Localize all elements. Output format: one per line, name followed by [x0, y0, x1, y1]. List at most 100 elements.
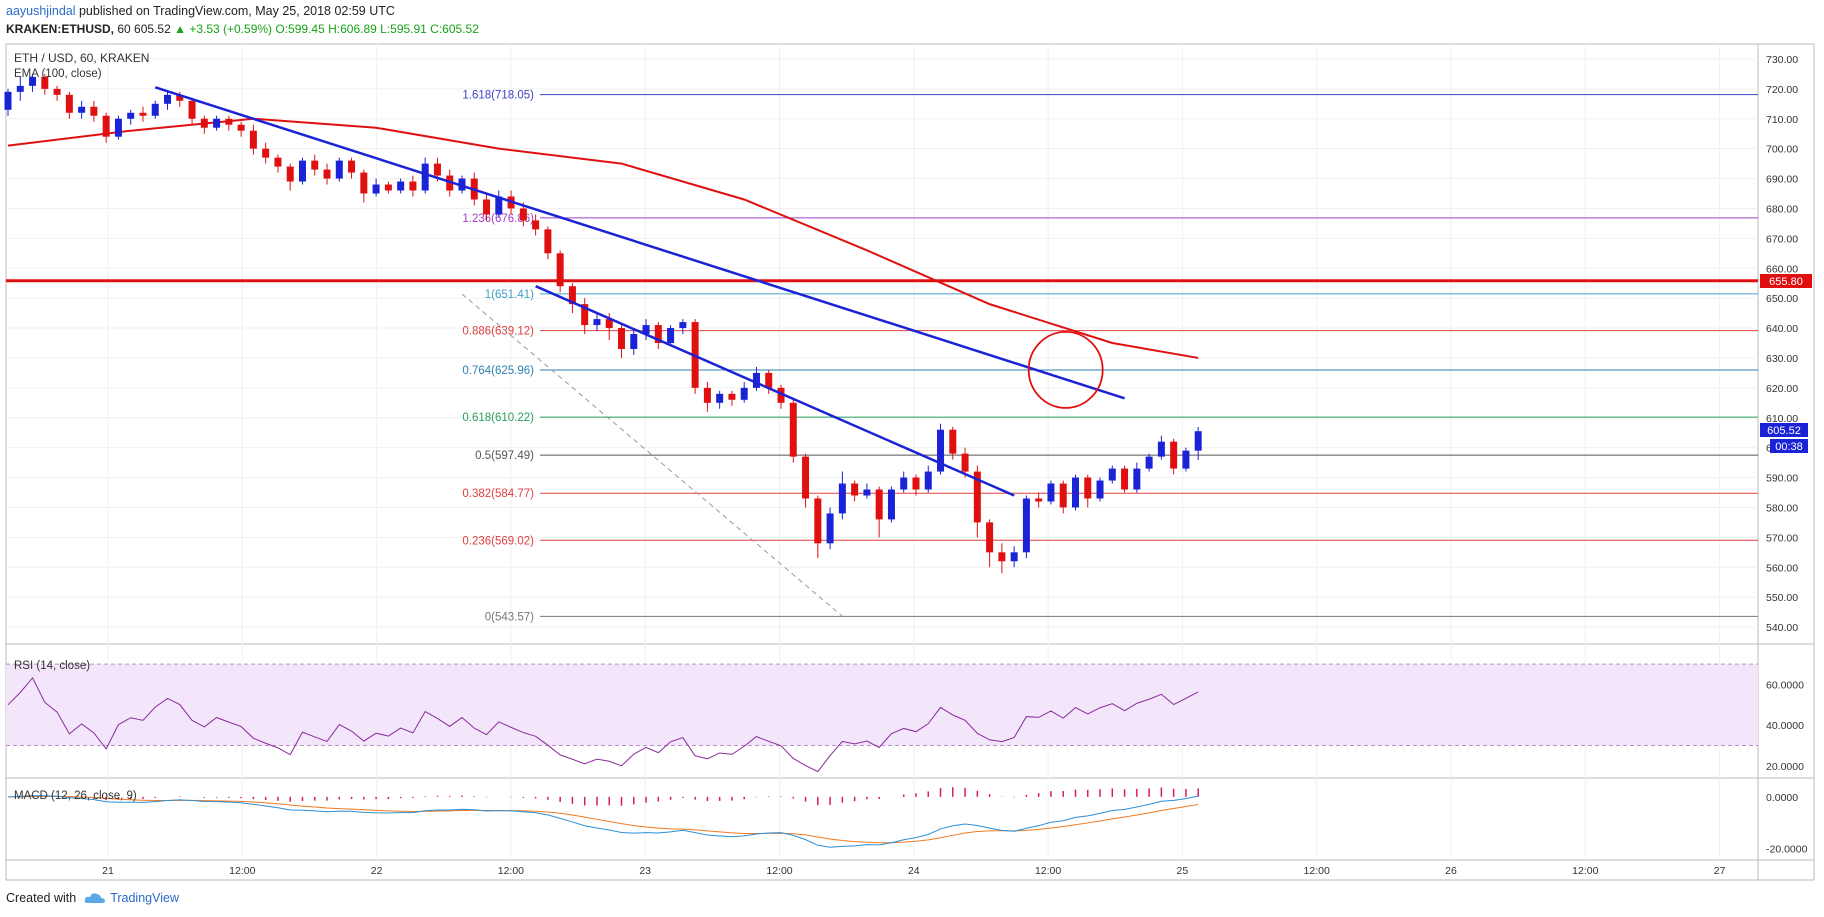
candle-body: [433, 163, 441, 176]
candle-body: [740, 387, 748, 400]
candle-body: [1084, 477, 1092, 499]
candle-body: [421, 163, 429, 191]
y-tick-label: 700.00: [1766, 144, 1798, 156]
candle-body: [863, 489, 871, 496]
fib-level-label: 0.5(597.49): [475, 450, 534, 462]
symbol-price: 605.52: [134, 22, 171, 36]
x-tick-label: 12:00: [229, 865, 255, 877]
x-tick-label: 12:00: [1304, 865, 1330, 877]
y-tick-label: 590.00: [1766, 473, 1798, 485]
candle-body: [937, 429, 945, 472]
candle-body: [814, 498, 822, 544]
candle-body: [1108, 468, 1116, 481]
candle-body: [986, 522, 994, 553]
candle-body: [654, 325, 662, 343]
candle-body: [556, 253, 564, 287]
x-tick-label: 22: [371, 865, 383, 877]
candle-body: [973, 471, 981, 523]
fib-level-label: 0.382(584.77): [462, 488, 534, 500]
resistance-badge-text: 655.80: [1769, 276, 1803, 288]
candle-body: [495, 196, 503, 215]
candle-body: [568, 286, 576, 305]
candle-body: [139, 112, 147, 116]
author-link[interactable]: aayushjindal: [6, 4, 76, 18]
candle-body: [716, 393, 724, 403]
candle-body: [348, 160, 356, 173]
y-tick-label: 670.00: [1766, 233, 1798, 245]
candle-body: [41, 76, 49, 89]
price-chart[interactable]: 1.618(718.05) 1.236(676.86) 1(651.41) 0.886…: [0, 42, 1824, 887]
fib-level-label: 0.764(625.96): [462, 365, 534, 377]
time-axis: 21 12:00 22 12:00 23 12:00 24 12:00 25 12:00 26 12:…: [102, 865, 1725, 877]
fib-level-label: 0.886(639.12): [462, 326, 534, 338]
candle-body: [151, 103, 159, 116]
x-tick-label: 12:00: [498, 865, 524, 877]
candle-body: [519, 208, 527, 221]
candle-body: [127, 112, 135, 119]
macd-pane: 0.0000 -20.0000: [7, 787, 1808, 855]
candle-body: [912, 477, 920, 490]
y-tick-label: 710.00: [1766, 114, 1798, 126]
candle-body: [1194, 431, 1202, 451]
candle-body: [802, 456, 810, 499]
grid: [6, 44, 1758, 860]
x-tick-label: 12:00: [1572, 865, 1598, 877]
candle-body: [90, 106, 98, 116]
highlight-circle: [1027, 331, 1104, 409]
symbol-info: KRAKEN:ETHUSD, 60 605.52 ▲ +3.53 (+0.59%…: [6, 22, 479, 36]
y-tick-label: 720.00: [1766, 84, 1798, 96]
candle-body: [752, 372, 760, 388]
candle-body: [384, 184, 392, 191]
candle-body: [667, 328, 675, 343]
symbol-change: ▲ +3.53 (+0.59%): [174, 22, 273, 36]
candle-body: [298, 160, 306, 182]
candle-body: [1096, 480, 1104, 499]
countdown-badge: [1770, 439, 1808, 453]
macd-tick-label: -20.0000: [1766, 843, 1808, 855]
candle-body: [16, 85, 24, 92]
fib-diagonal: [461, 293, 843, 617]
published-text: published on TradingView.com, May 25, 20…: [78, 4, 395, 18]
candle-body: [875, 489, 883, 520]
candle-body: [618, 328, 625, 349]
candle-body: [323, 169, 331, 179]
candle-body: [998, 552, 1006, 562]
x-tick-label: 12:00: [1035, 865, 1061, 877]
candle-body: [483, 199, 491, 215]
candle-body: [1071, 477, 1079, 508]
tradingview-link[interactable]: TradingView: [110, 891, 179, 905]
y-tick-label: 730.00: [1766, 54, 1798, 66]
candle-body: [274, 157, 282, 167]
candle-body: [213, 118, 221, 128]
candle-body: [1047, 483, 1055, 502]
x-tick-label: 24: [908, 865, 920, 877]
y-tick-label: 630.00: [1766, 353, 1798, 365]
candle-body: [225, 118, 233, 125]
macd-line: [7, 795, 1199, 848]
candle-body: [4, 91, 12, 110]
price-badge-text: 605.52: [1767, 425, 1801, 437]
candle-body: [29, 76, 37, 86]
fib-level-label: 1(651.41): [485, 289, 534, 301]
candle-body: [703, 387, 711, 403]
candle-body: [176, 94, 184, 101]
fib-level-label: 1.618(718.05): [462, 90, 534, 102]
y-tick-label: 660.00: [1766, 263, 1798, 275]
price-badge: [1760, 423, 1808, 437]
candle-body: [200, 118, 208, 128]
y-tick-label: 620.00: [1766, 383, 1798, 395]
trend-line-lower: [535, 285, 1015, 497]
candle-body: [1059, 483, 1067, 508]
candle-body: [360, 172, 368, 194]
trend-line-upper: [154, 86, 1125, 400]
x-tick-label: 23: [639, 865, 651, 877]
candle-body: [777, 387, 785, 403]
candle-body: [397, 181, 405, 191]
candle-body: [1170, 441, 1178, 469]
y-tick-label: 540.00: [1766, 622, 1798, 634]
y-tick-label: 690.00: [1766, 174, 1798, 186]
candle-body: [102, 115, 110, 137]
y-tick-label: 560.00: [1766, 562, 1798, 574]
candle-body: [765, 372, 773, 388]
ema-100-line: [7, 117, 1199, 359]
